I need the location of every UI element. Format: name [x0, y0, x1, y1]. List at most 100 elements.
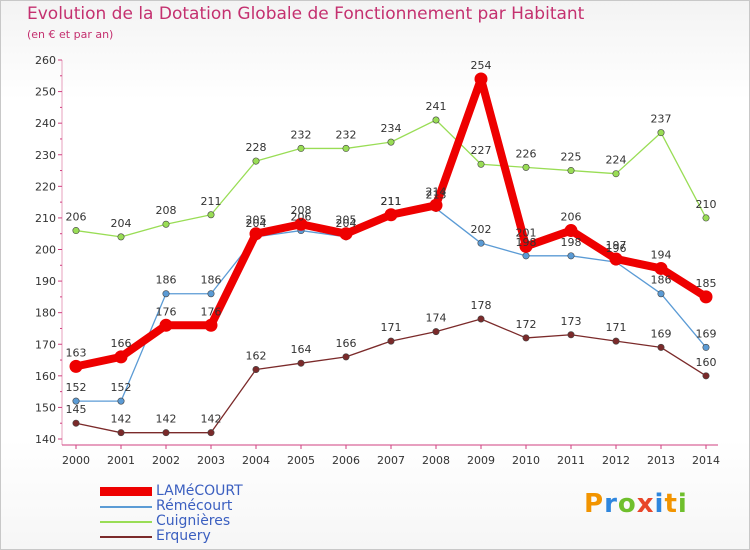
legend-swatch-lamecourt	[100, 487, 152, 496]
data-label-remecourt: 152	[66, 381, 87, 394]
x-tick-label: 2002	[152, 454, 180, 467]
data-label-lamecourt: 176	[156, 305, 177, 318]
data-point-remecourt	[117, 397, 125, 405]
data-point-remecourt	[702, 343, 710, 351]
data-point-lamecourt	[429, 198, 443, 212]
data-point-cuignieres	[72, 227, 80, 235]
data-label-remecourt: 213	[426, 188, 447, 201]
data-point-lamecourt	[159, 318, 173, 332]
logo-letter: r	[604, 489, 618, 519]
data-label-erquery: 164	[291, 343, 312, 356]
legend-label-lamecourt: LAMéCOURT	[156, 483, 243, 499]
data-point-remecourt	[567, 252, 575, 260]
data-point-lamecourt	[249, 227, 263, 241]
data-label-cuignieres: 224	[606, 154, 627, 167]
data-label-remecourt: 204	[336, 217, 357, 230]
data-point-erquery	[657, 343, 665, 351]
series-layer	[69, 72, 713, 437]
data-label-erquery: 169	[651, 327, 672, 340]
data-point-lamecourt	[699, 290, 713, 304]
data-point-erquery	[117, 429, 125, 437]
data-point-remecourt	[162, 290, 170, 298]
data-point-cuignieres	[477, 160, 485, 168]
data-point-cuignieres	[387, 138, 395, 146]
logo-letter: P	[584, 489, 605, 519]
x-tick-label: 2006	[332, 454, 360, 467]
data-point-erquery	[522, 334, 530, 342]
x-tick-label: 2012	[602, 454, 630, 467]
data-point-lamecourt	[204, 318, 218, 332]
data-point-cuignieres	[117, 233, 125, 241]
data-point-lamecourt	[519, 239, 533, 253]
data-label-erquery: 173	[561, 315, 582, 328]
data-label-erquery: 171	[606, 321, 627, 334]
data-point-erquery	[477, 315, 485, 323]
data-point-lamecourt	[384, 208, 398, 222]
data-label-remecourt: 206	[291, 211, 312, 224]
data-label-cuignieres: 232	[336, 128, 357, 141]
data-label-remecourt: 198	[516, 236, 537, 249]
data-label-cuignieres: 228	[246, 141, 267, 154]
x-tick-label: 2013	[647, 454, 675, 467]
x-tick-label: 2009	[467, 454, 495, 467]
y-tick-label: 140	[35, 433, 56, 446]
data-point-remecourt	[522, 252, 530, 260]
data-label-erquery: 174	[426, 312, 447, 325]
chart-title: Evolution de la Dotation Globale de Fonc…	[27, 4, 585, 24]
data-label-remecourt: 186	[651, 274, 672, 287]
data-label-lamecourt: 205	[246, 214, 267, 227]
data-point-lamecourt	[609, 252, 623, 266]
data-label-erquery: 172	[516, 318, 537, 331]
data-label-erquery: 178	[471, 299, 492, 312]
data-point-erquery	[252, 366, 260, 374]
legend-label-remecourt: Rémécourt	[156, 498, 233, 514]
data-point-lamecourt	[69, 359, 83, 373]
x-tick-label: 2003	[197, 454, 225, 467]
y-tick-label: 190	[35, 275, 56, 288]
data-label-cuignieres: 225	[561, 151, 582, 164]
data-point-cuignieres	[522, 163, 530, 171]
data-label-remecourt: 169	[696, 327, 717, 340]
data-point-cuignieres	[567, 167, 575, 175]
data-point-cuignieres	[342, 144, 350, 152]
data-label-lamecourt: 197	[606, 239, 627, 252]
data-label-erquery: 160	[696, 356, 717, 369]
y-tick-label: 160	[35, 370, 56, 383]
data-label-remecourt: 186	[201, 274, 222, 287]
y-tick-label: 200	[35, 244, 56, 257]
data-label-cuignieres: 227	[471, 144, 492, 157]
data-label-cuignieres: 237	[651, 113, 672, 126]
data-point-erquery	[387, 337, 395, 345]
data-label-lamecourt: 208	[291, 204, 312, 217]
data-label-lamecourt: 205	[336, 214, 357, 227]
data-point-cuignieres	[297, 144, 305, 152]
y-tick-label: 210	[35, 212, 56, 225]
logo-letter: x	[636, 489, 655, 519]
data-label-remecourt: 211	[381, 195, 402, 208]
data-label-cuignieres: 206	[66, 211, 87, 224]
logo-letter: i	[677, 489, 688, 519]
data-point-lamecourt	[114, 350, 128, 364]
y-tick-label: 150	[35, 401, 56, 414]
data-point-cuignieres	[612, 170, 620, 178]
data-label-cuignieres: 208	[156, 204, 177, 217]
x-tick-label: 2005	[287, 454, 315, 467]
data-label-cuignieres: 234	[381, 122, 402, 135]
data-label-lamecourt: 185	[696, 277, 717, 290]
data-label-erquery: 166	[336, 337, 357, 350]
data-label-cuignieres: 210	[696, 198, 717, 211]
data-point-cuignieres	[702, 214, 710, 222]
data-point-lamecourt	[474, 72, 488, 86]
legend-swatch-erquery	[100, 536, 152, 538]
data-point-erquery	[72, 419, 80, 427]
data-point-erquery	[432, 328, 440, 336]
data-point-cuignieres	[252, 157, 260, 165]
data-point-remecourt	[207, 290, 215, 298]
data-label-lamecourt: 211	[381, 195, 402, 208]
data-label-lamecourt: 214	[426, 185, 447, 198]
y-tick-label: 180	[35, 307, 56, 320]
x-tick-label: 2011	[557, 454, 585, 467]
data-point-cuignieres	[657, 129, 665, 137]
data-label-remecourt: 202	[471, 223, 492, 236]
